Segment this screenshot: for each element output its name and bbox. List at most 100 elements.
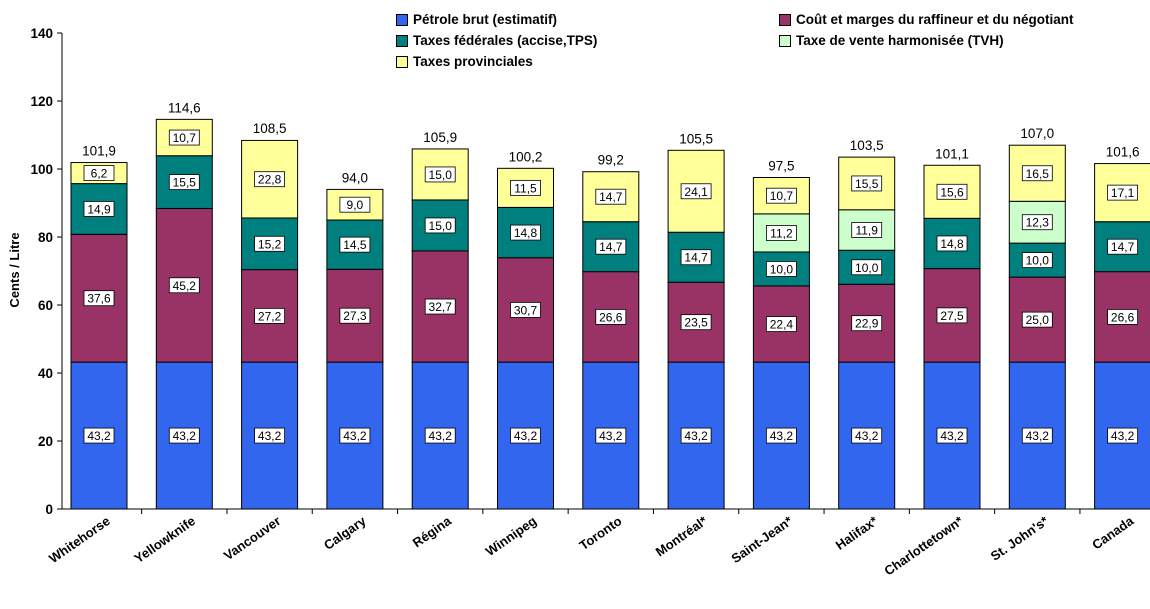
data-label: 27,2: [258, 309, 282, 323]
legend-label: Pétrole brut (estimatif): [413, 12, 558, 27]
data-label-box: [254, 235, 286, 252]
y-tick-label: 0: [45, 502, 53, 517]
y-tick-label: 60: [38, 298, 53, 313]
data-label: 14,7: [684, 251, 708, 265]
data-label: 15,0: [429, 168, 453, 182]
bar-segment: [411, 148, 469, 201]
total-label: 99,2: [598, 153, 624, 168]
x-tick-label: Whitehorse: [46, 513, 113, 566]
data-label: 16,5: [1026, 167, 1050, 181]
data-label: 27,3: [343, 309, 367, 323]
legend-swatch: [779, 13, 791, 26]
total-label: 105,5: [679, 131, 713, 146]
data-label-box: [766, 316, 797, 332]
data-label-box: [680, 427, 712, 444]
data-label: 23,5: [684, 316, 708, 330]
data-label-box: [851, 175, 883, 192]
data-label-box: [339, 236, 371, 253]
legend-item: Taxe de vente harmonisée (TVH): [779, 33, 1004, 48]
x-tick-label: Winnipeg: [483, 513, 539, 559]
y-tick-label: 140: [30, 26, 53, 41]
data-label: 15,0: [429, 219, 453, 233]
data-label-box: [254, 307, 286, 324]
data-label: 11,2: [770, 226, 793, 240]
data-label: 26,6: [599, 310, 623, 324]
data-label: 43,2: [1026, 429, 1050, 443]
data-label-box: [1021, 311, 1053, 328]
data-label: 11,5: [514, 181, 537, 195]
data-label-box: [1021, 214, 1053, 231]
total-label: 114,6: [168, 100, 201, 115]
legend-swatch: [396, 55, 408, 68]
data-label-box: [936, 307, 968, 324]
data-label: 45,2: [173, 279, 197, 293]
data-label: 22,9: [855, 317, 879, 331]
data-label-box: [83, 427, 115, 444]
data-label-box: [766, 427, 797, 444]
x-tick-label: Charlottetown*: [881, 513, 966, 579]
x-tick-label: St. John's*: [988, 513, 1052, 564]
data-label: 43,2: [87, 429, 111, 443]
total-label: 105,9: [423, 130, 457, 145]
data-label-box: [851, 259, 883, 276]
y-tick-label: 40: [38, 366, 53, 381]
data-label-box: [1107, 308, 1138, 325]
data-label: 17,1: [1111, 186, 1135, 200]
data-label-box: [254, 427, 286, 444]
data-label-box: [168, 277, 200, 294]
data-label-box: [1107, 238, 1138, 255]
data-label: 14,7: [599, 240, 623, 254]
data-label-box: [936, 427, 968, 444]
legend-item: Coût et marges du raffineur et du négoti…: [779, 12, 1074, 27]
x-tick-label: Yellowknife: [131, 513, 198, 566]
x-tick-label: Vancouver: [221, 513, 283, 563]
data-label-box: [1021, 252, 1053, 269]
data-label-box: [424, 298, 456, 315]
data-label-box: [510, 427, 541, 444]
data-label: 10,7: [770, 189, 794, 203]
data-label: 10,0: [1026, 254, 1050, 268]
legend-swatch: [396, 34, 408, 47]
data-label: 27,5: [940, 309, 964, 323]
data-label: 43,2: [514, 429, 538, 443]
total-label: 107,0: [1020, 126, 1054, 141]
total-label: 94,0: [342, 170, 368, 185]
data-label-box: [936, 235, 968, 252]
data-label: 43,2: [684, 429, 708, 443]
x-tick-label: Canada: [1089, 513, 1137, 553]
data-label: 14,7: [1111, 240, 1135, 254]
data-label-box: [510, 302, 541, 318]
data-label: 43,2: [343, 429, 367, 443]
data-label-box: [1021, 427, 1053, 444]
total-label: 100,2: [509, 149, 543, 164]
data-label-box: [680, 314, 712, 331]
y-tick-label: 20: [38, 434, 53, 449]
data-label: 15,2: [258, 237, 282, 251]
data-label-box: [168, 129, 200, 146]
data-label-box: [339, 427, 371, 444]
data-label: 26,6: [1111, 310, 1135, 324]
data-label: 14,7: [599, 190, 623, 204]
total-label: 103,5: [850, 138, 884, 153]
data-label-box: [766, 187, 797, 204]
y-tick-label: 100: [30, 162, 53, 177]
data-label-box: [1107, 427, 1138, 444]
data-label: 6,2: [91, 167, 108, 181]
data-label-box: [851, 315, 883, 332]
data-label-box: [766, 225, 797, 241]
data-label: 14,8: [940, 237, 964, 251]
x-tick-label: Calgary: [321, 513, 369, 553]
data-label-box: [254, 171, 286, 188]
data-label: 25,0: [1026, 313, 1050, 327]
data-label: 10,0: [855, 261, 879, 275]
y-tick-label: 120: [30, 94, 53, 109]
data-label: 15,6: [940, 185, 964, 199]
legend-item: Taxes provinciales: [396, 54, 533, 69]
data-label: 43,2: [429, 429, 453, 443]
data-label: 43,2: [1111, 429, 1135, 443]
data-label-box: [168, 174, 200, 190]
y-tick-label: 80: [38, 230, 53, 245]
data-label: 12,3: [1026, 216, 1050, 230]
data-label-box: [936, 183, 968, 200]
